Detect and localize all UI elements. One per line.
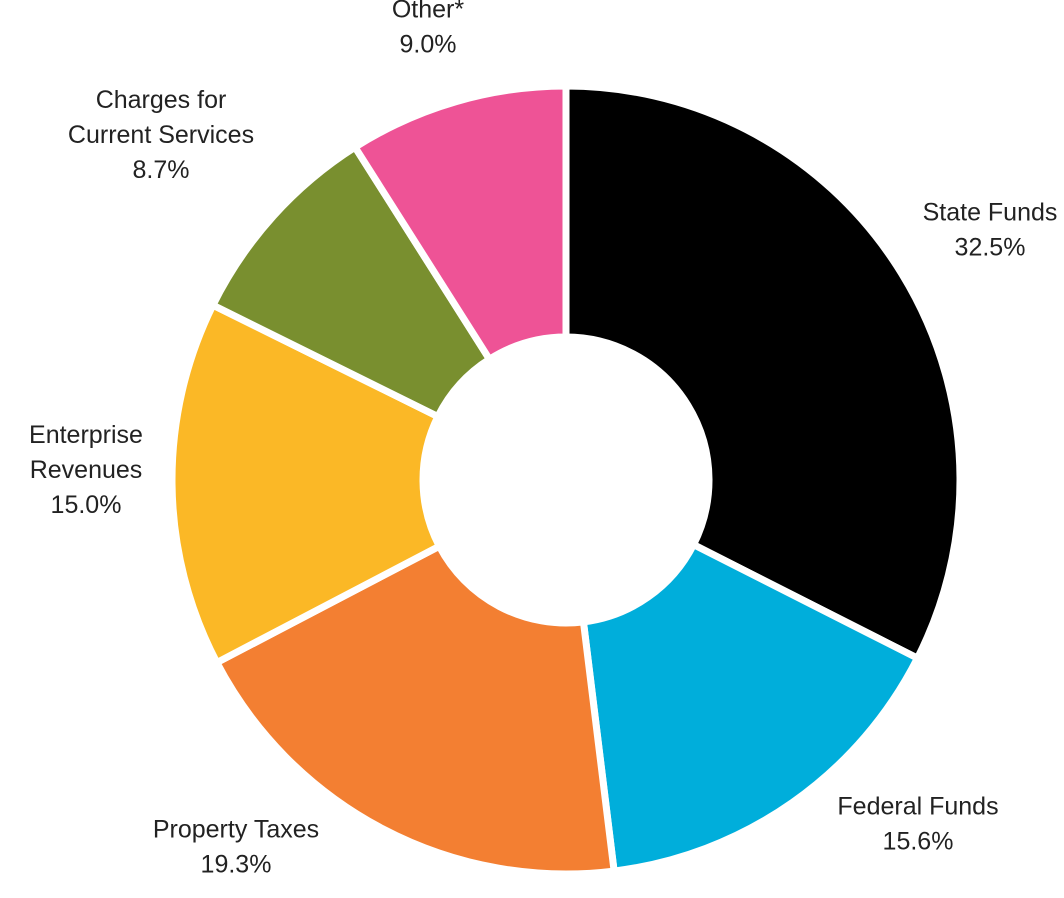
slice-value-label: 8.7% (133, 156, 190, 184)
slice-label-enterprise-revenues: Enterprise Revenues 15.0% (29, 421, 143, 519)
slice-label-property-taxes: Property Taxes 19.3% (153, 816, 319, 879)
slice-name-label: State Funds (923, 199, 1058, 227)
slice-label-state-funds: State Funds 32.5% (923, 199, 1058, 262)
slice-name-label: Revenues (30, 456, 143, 484)
slice-label-federal-funds: Federal Funds 15.6% (837, 793, 998, 856)
slice-labels: State Funds 32.5% Federal Funds 15.6% Proper… (29, 0, 1057, 879)
slice-name-label: Other* (392, 0, 465, 24)
slice-enterprise-revenues (168, 300, 444, 668)
slice-name-label: Current Services (68, 121, 254, 149)
slice-name-label: Property Taxes (153, 816, 319, 844)
slice-value-label: 19.3% (201, 851, 272, 879)
slice-value-label: 15.0% (51, 491, 122, 519)
slice-label-charges-for-current-services: Charges for Current Services 8.7% (68, 86, 254, 184)
slice-value-label: 9.0% (400, 31, 457, 59)
slice-property-taxes (212, 541, 619, 878)
slice-value-label: 15.6% (883, 828, 954, 856)
donut-slices (168, 82, 964, 878)
slice-state-funds (562, 82, 964, 663)
slice-value-label: 32.5% (955, 234, 1026, 262)
slice-charges-for-current-services (208, 142, 495, 422)
slice-other (350, 82, 570, 365)
slice-federal-funds (579, 539, 923, 875)
slice-name-label: Federal Funds (837, 793, 998, 821)
slice-name-label: Enterprise (29, 421, 143, 449)
slice-name-label: Charges for (96, 86, 227, 114)
slice-label-other: Other* 9.0% (392, 0, 465, 59)
